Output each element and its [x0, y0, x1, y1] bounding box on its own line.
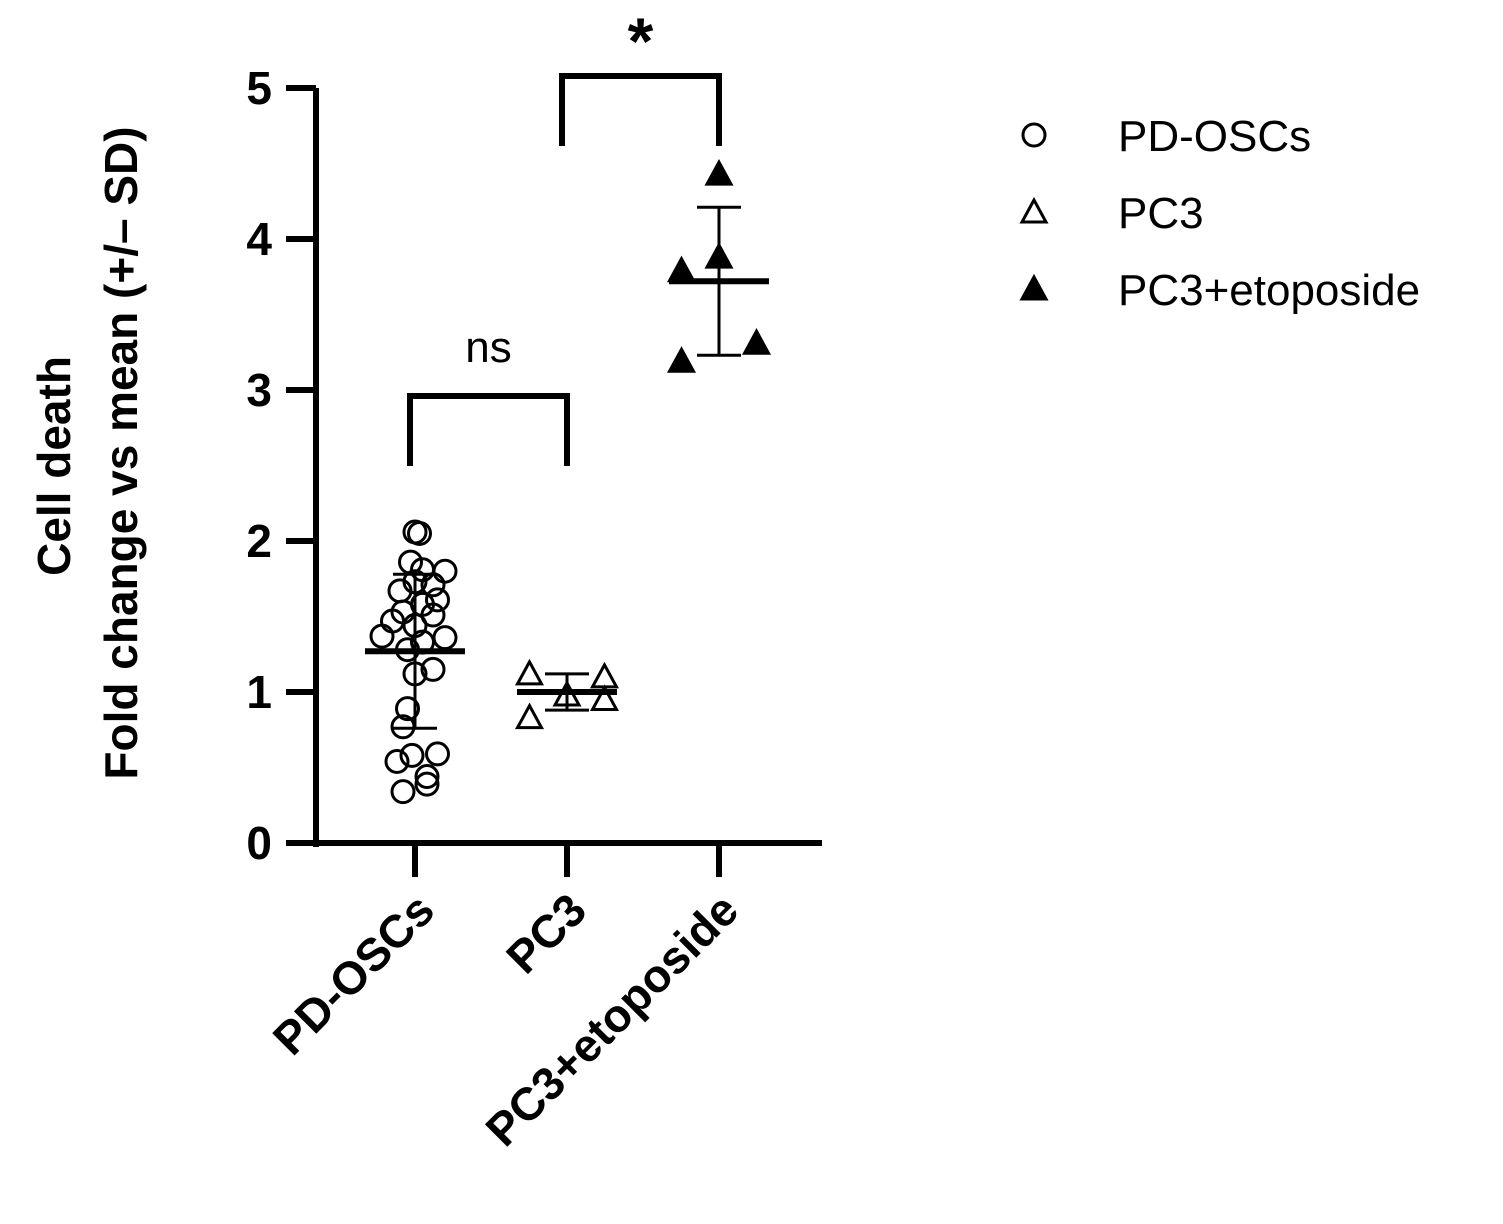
- y-axis-title: Cell death Fold change vs mean (+/– SD): [28, 126, 147, 779]
- data-point: [402, 661, 428, 687]
- significance-label: ns: [465, 323, 511, 372]
- significance-bracket: [407, 393, 570, 466]
- y-tick-label: 3: [246, 364, 272, 416]
- data-point: [425, 587, 450, 613]
- data-point: [414, 771, 440, 797]
- data-point: [666, 255, 697, 283]
- y-tick-label: 5: [246, 62, 272, 114]
- x-category-label: PC3: [496, 883, 596, 983]
- data-point: [704, 241, 734, 269]
- y-axis-title-line1: Cell death: [28, 356, 80, 576]
- data-point: [414, 764, 440, 790]
- data-point: [407, 520, 432, 546]
- legend-label: PC3: [1118, 189, 1204, 238]
- x-category-label: PD-OSCs: [263, 883, 444, 1064]
- data-point: [425, 741, 450, 767]
- error-bars: [365, 205, 769, 730]
- data-point: [432, 625, 458, 651]
- significance-label: *: [628, 4, 654, 78]
- legend-marker: [1019, 273, 1049, 301]
- axes: [313, 88, 822, 847]
- data-point: [420, 656, 446, 682]
- data-point: [390, 779, 416, 805]
- data-point: [369, 623, 395, 649]
- data-point: [384, 748, 410, 774]
- x-category-label: PC3+etoposide: [475, 883, 748, 1156]
- data-point: [514, 658, 545, 686]
- legend-label: PC3+etoposide: [1118, 266, 1420, 315]
- legend: PD-OSCs PC3 PC3+etoposide: [1019, 112, 1420, 315]
- data-point: [741, 328, 772, 355]
- data-points: [369, 158, 772, 805]
- data-point: [402, 613, 428, 639]
- data-point: [589, 684, 620, 712]
- data-point: [390, 714, 416, 740]
- data-point: [552, 679, 582, 707]
- data-point: [410, 629, 435, 655]
- y-tick-label: 4: [246, 213, 272, 265]
- significance-brackets: ns *: [407, 4, 722, 466]
- y-tick-label: 2: [246, 515, 272, 567]
- y-ticks: 0 1 2 3 4 5: [246, 62, 316, 869]
- legend-marker: [1019, 196, 1049, 224]
- data-point: [420, 602, 446, 628]
- data-point: [589, 661, 620, 689]
- data-point: [432, 558, 458, 584]
- y-tick-label: 1: [246, 666, 272, 718]
- legend-marker: [1021, 122, 1047, 148]
- legend-label: PD-OSCs: [1118, 112, 1311, 161]
- y-tick-label: 0: [246, 817, 272, 869]
- y-axis-title-line2: Fold change vs mean (+/– SD): [95, 126, 147, 779]
- data-point: [399, 742, 425, 768]
- significance-bracket: [559, 73, 722, 146]
- data-point: [514, 702, 545, 730]
- data-point: [395, 637, 420, 663]
- data-point: [420, 572, 446, 598]
- data-point: [395, 696, 420, 722]
- data-point: [666, 346, 697, 373]
- data-point: [704, 158, 734, 186]
